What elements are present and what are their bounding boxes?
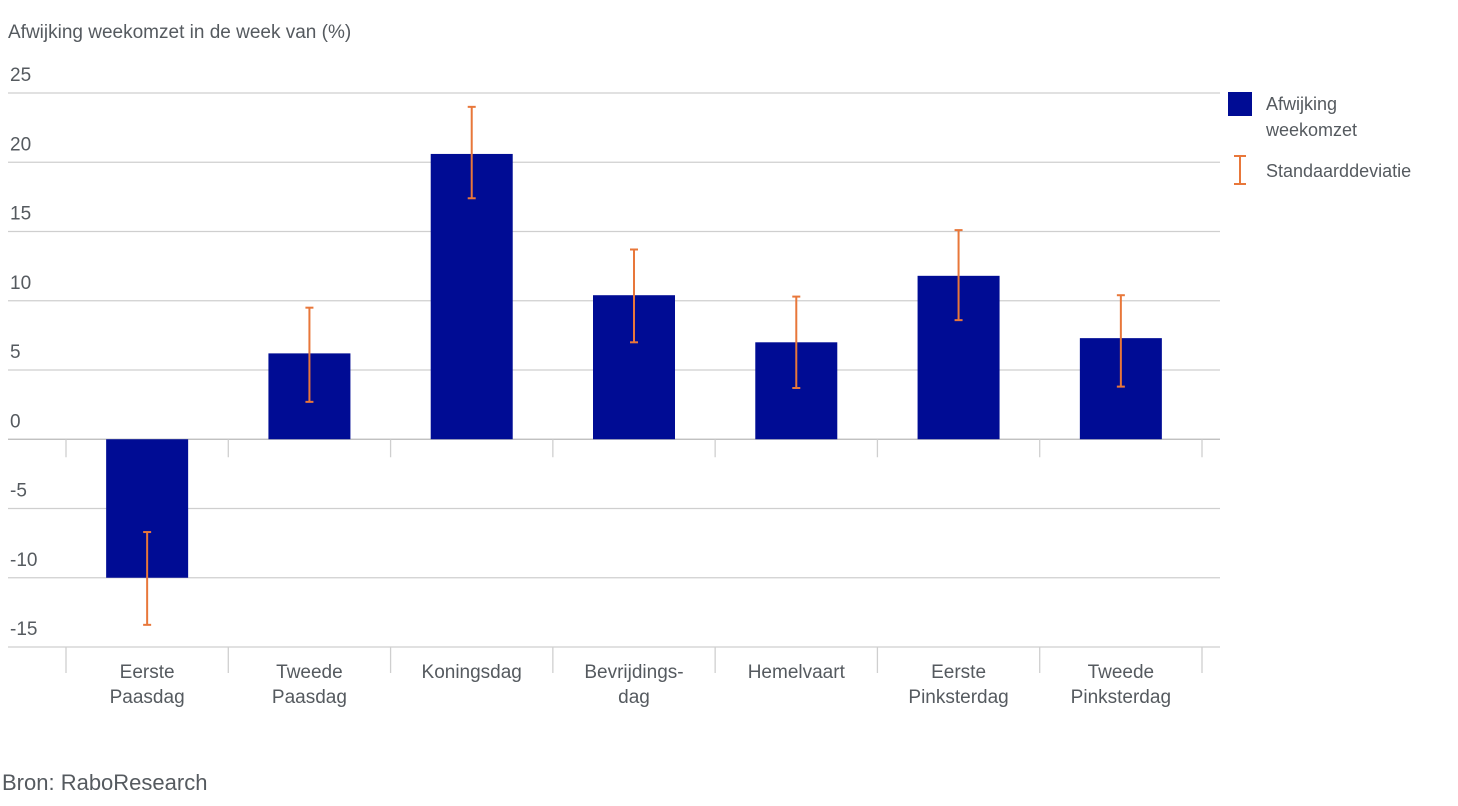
x-tick-label: Bevrijdings-dag [584,662,683,708]
legend: Afwijking weekomzet Standaarddeviatie [1228,92,1411,185]
legend-label-bar: Afwijking weekomzet [1265,94,1357,140]
legend-swatch-errorbar [1234,155,1246,185]
source-note: Bron: RaboResearch [2,770,207,795]
y-tick-label: 25 [10,65,31,86]
error-bar [630,248,638,344]
x-tick-label: Tweede Paasdag [272,662,347,708]
y-tick-label: 0 [10,411,21,432]
x-tick-label: Hemelvaart [748,662,846,683]
y-tick-label: -5 [10,481,27,502]
x-tick-label: Tweede Pinksterdag [1071,662,1171,708]
legend-label-errorbar: Standaarddeviatie [1266,161,1411,181]
x-tick-label: Eerste Pinksterdag [908,662,1008,708]
y-tick-label: 5 [10,342,21,363]
y-tick-label: 20 [10,134,31,155]
y-axis-title: Afwijking weekomzet in de week van (%) [8,22,351,43]
error-bar [467,105,476,200]
error-bar [143,531,152,626]
error-bar [792,295,801,390]
y-tick-label: 15 [10,204,31,225]
y-tick-label: 10 [10,273,31,294]
x-tick-label: Koningsdag [422,662,522,683]
y-tick-label: -15 [10,619,37,640]
bar [430,153,513,440]
error-bar [954,229,963,322]
y-tick-label: -10 [10,550,37,571]
error-bar [1116,294,1125,388]
x-tick-label: Eerste Paasdag [110,662,185,708]
x-axis: Eerste Paasdag Tweede Paasdag Koningsdag Bevr… [65,439,1203,708]
y-axis-ticks: 25 20 15 10 5 0 -5 -10 -15 [10,65,37,640]
error-bars [143,105,1125,626]
legend-swatch-bar [1228,92,1252,116]
error-bar [305,306,314,403]
bars [106,153,1162,578]
